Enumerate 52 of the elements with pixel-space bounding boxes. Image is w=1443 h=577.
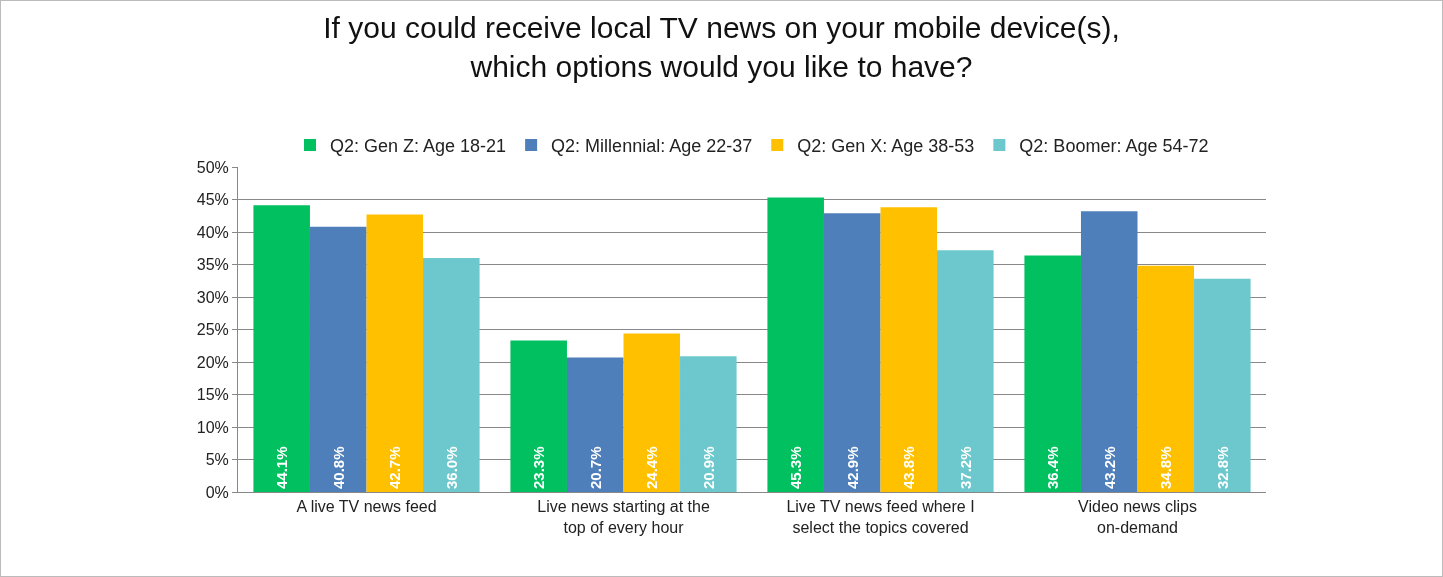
x-tick-label: Live news starting at the top of every hour bbox=[537, 498, 710, 536]
x-tick-label: Live TV news feed where I select the topics covered bbox=[786, 498, 975, 536]
data-label: 40.8% bbox=[329, 446, 347, 489]
bar bbox=[1024, 255, 1081, 492]
data-label: 24.4% bbox=[643, 446, 661, 489]
bar bbox=[680, 356, 737, 492]
bar bbox=[510, 340, 567, 492]
y-tick-label: 15% bbox=[196, 386, 229, 404]
legend-label: Q2: Millennial: Age 22-37 bbox=[551, 135, 753, 156]
data-label: 32.8% bbox=[1213, 446, 1231, 489]
y-tick-label: 40% bbox=[196, 223, 229, 241]
bar bbox=[823, 213, 881, 492]
data-label: 43.2% bbox=[1100, 446, 1118, 489]
data-label: 34.8% bbox=[1157, 446, 1175, 489]
x-tick-label: A live TV news feed bbox=[296, 498, 437, 516]
data-label: 37.2% bbox=[956, 446, 974, 489]
data-label: 36.4% bbox=[1044, 446, 1062, 489]
bar bbox=[309, 226, 367, 492]
data-label: 42.7% bbox=[386, 446, 404, 489]
y-tick-label: 25% bbox=[196, 321, 229, 339]
y-tick-label: 0% bbox=[205, 483, 229, 501]
bar bbox=[880, 207, 938, 492]
y-tick-label: 35% bbox=[196, 256, 229, 274]
x-tick-label: Video news clips on-demand bbox=[1078, 498, 1197, 536]
bar bbox=[366, 214, 424, 492]
bar bbox=[623, 333, 681, 492]
y-tick-label: 10% bbox=[196, 418, 229, 436]
data-label: 20.7% bbox=[586, 446, 604, 489]
bar bbox=[253, 205, 310, 492]
bar bbox=[937, 250, 994, 492]
data-label: 36.0% bbox=[442, 446, 460, 489]
data-label: 20.9% bbox=[699, 446, 717, 489]
bar bbox=[767, 197, 824, 492]
y-tick-label: 5% bbox=[205, 451, 229, 469]
bar bbox=[423, 258, 480, 492]
data-label: 45.3% bbox=[787, 446, 805, 489]
chart-title: If you could receive local TV news on your mobile device(s), which options would you like to have? bbox=[323, 11, 1120, 84]
y-tick-label: 30% bbox=[196, 288, 229, 306]
data-label: 42.9% bbox=[843, 446, 861, 489]
data-label: 44.1% bbox=[273, 446, 291, 489]
bar bbox=[1137, 265, 1195, 492]
legend-label: Q2: Gen X: Age 38-53 bbox=[797, 135, 975, 156]
bar bbox=[1194, 278, 1251, 492]
data-label: 23.3% bbox=[530, 446, 548, 489]
legend-label: Q2: Boomer: Age 54-72 bbox=[1019, 135, 1209, 156]
bar bbox=[1080, 211, 1138, 492]
data-label: 43.8% bbox=[900, 446, 918, 489]
y-tick-label: 50% bbox=[196, 158, 229, 176]
legend-label: Q2: Gen Z: Age 18-21 bbox=[330, 135, 507, 156]
y-tick-label: 45% bbox=[196, 191, 229, 209]
y-tick-label: 20% bbox=[196, 353, 229, 371]
bar bbox=[566, 357, 624, 492]
